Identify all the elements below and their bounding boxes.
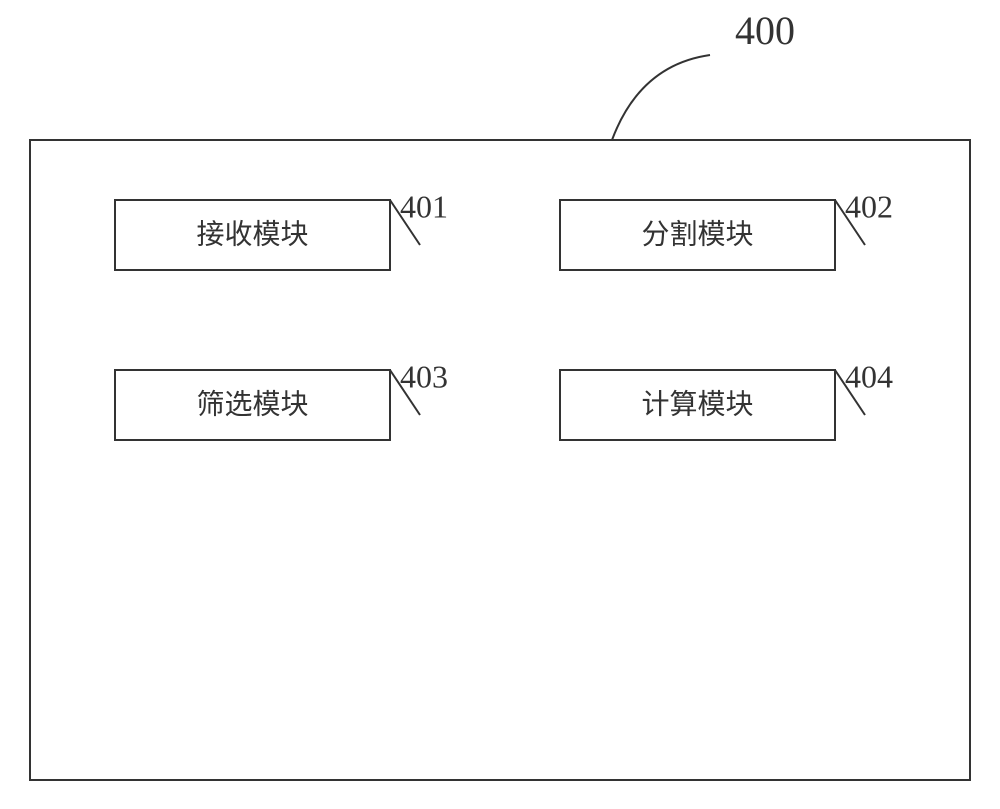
module-label: 筛选模块 <box>196 388 308 420</box>
module-number: 402 <box>845 188 893 224</box>
module-number: 403 <box>400 358 448 394</box>
module-label: 计算模块 <box>641 388 753 420</box>
module-label: 接收模块 <box>196 218 308 250</box>
container-label: 400 <box>735 8 795 53</box>
nodes-group: 接收模块 401 分割模块 402 筛选模块 403 计算模块 404 <box>115 188 893 440</box>
module-number: 401 <box>400 188 448 224</box>
module-number: 404 <box>845 358 893 394</box>
diagram-canvas: 400 接收模块 401 分割模块 402 筛选模块 403 计算模块 404 <box>0 0 1000 809</box>
container-box <box>30 140 970 780</box>
module-label: 分割模块 <box>641 218 753 250</box>
pointer-arc <box>612 55 710 140</box>
